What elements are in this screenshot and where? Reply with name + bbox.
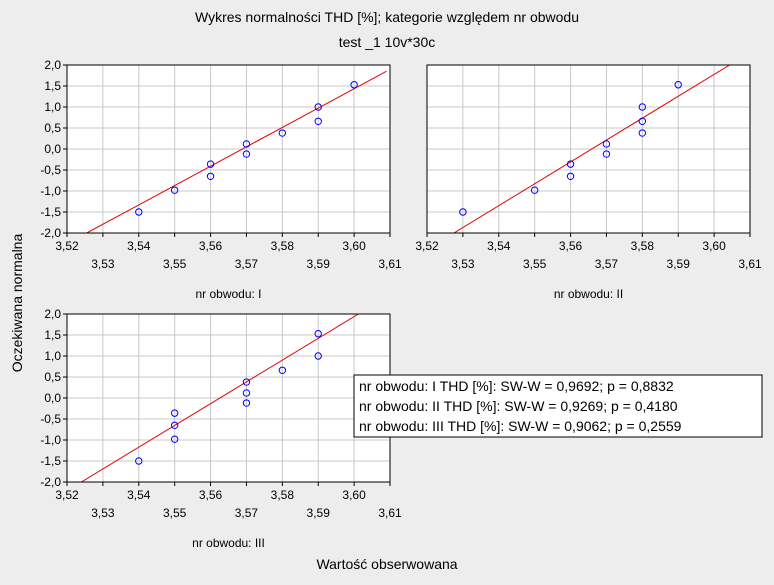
y-tick-label: 2,0: [44, 307, 61, 321]
x-tick-label: 3,52: [415, 239, 439, 253]
x-tick-label: 3,60: [342, 488, 366, 502]
x-tick-label: 3,56: [199, 488, 223, 502]
chart-title-line-2: test _1 10v*30c: [339, 34, 436, 50]
data-point: [206, 172, 215, 181]
data-point: [530, 186, 539, 194]
y-tick-label: 1,0: [44, 100, 61, 114]
y-tick-label: 0,5: [44, 121, 61, 135]
fit-line: [81, 314, 359, 482]
y-tick-label: 0,0: [44, 142, 61, 156]
x-tick-label: 3,55: [163, 506, 187, 520]
x-axis-title: Wartość obserwowana: [316, 556, 457, 572]
x-tick-label: 3,53: [451, 257, 475, 271]
x-tick-label: 3,58: [271, 239, 295, 253]
data-point: [350, 81, 358, 89]
x-tick-label: 3,56: [199, 239, 223, 253]
x-tick-label: 3,55: [163, 257, 187, 271]
x-tick-label: 3,59: [667, 257, 691, 271]
data-point: [135, 457, 143, 465]
y-tick-label: -0,5: [40, 163, 61, 177]
panel-label: nr obwodu: III: [192, 536, 265, 550]
legend-entry-1: nr obwodu: I THD [%]: SW-W = 0,9692; p =…: [359, 378, 674, 394]
panel-label: nr obwodu: I: [195, 287, 261, 301]
plot-frame: [426, 64, 751, 234]
data-point: [566, 160, 575, 168]
data-point: [278, 129, 287, 137]
y-tick-label: -2,0: [40, 226, 61, 240]
x-tick-label: 3,61: [738, 257, 762, 271]
x-tick-label: 3,58: [271, 488, 295, 502]
data-point: [602, 150, 611, 158]
y-tick-label: 0,5: [44, 370, 61, 384]
legend-frame: [353, 374, 763, 438]
data-point: [242, 150, 251, 158]
panel-3: -2,0 -1,5 -1,0 -0,5 0,0 0,5 1,0 1,5 2,0 3,52 3,54 3…: [40, 307, 402, 550]
data-point: [459, 208, 467, 216]
legend-entry-3: nr obwodu: III THD [%]: SW-W = 0,9062; p…: [359, 418, 682, 434]
x-tick-label: 3,59: [307, 257, 331, 271]
x-tick-label: 3,58: [631, 239, 655, 253]
fit-line: [453, 65, 730, 233]
y-tick-label: -1,0: [40, 433, 61, 447]
y-tick-label: 2,0: [44, 58, 61, 72]
data-point: [170, 421, 179, 429]
data-point: [242, 378, 251, 386]
chart-title-line-1: Wykres normalności THD [%]; kategorie wz…: [195, 9, 579, 25]
x-tick-label: 3,54: [127, 488, 151, 502]
panel-label: nr obwodu: II: [554, 287, 623, 301]
y-tick-label: -1,0: [40, 184, 61, 198]
x-tick-label: 3,53: [91, 506, 115, 520]
data-point: [638, 103, 647, 111]
legend-box: nr obwodu: I THD [%]: SW-W = 0,9692; p =…: [353, 374, 763, 438]
y-tick-label: -0,5: [40, 412, 61, 426]
data-point: [170, 409, 179, 417]
data-point: [278, 366, 287, 374]
data-point: [638, 129, 647, 137]
x-tick-label: 3,53: [91, 257, 115, 271]
data-point: [566, 172, 575, 181]
y-tick-label: 0,0: [44, 391, 61, 405]
x-tick-label: 3,57: [235, 257, 259, 271]
x-tick-label: 3,59: [307, 506, 331, 520]
y-tick-label: -2,0: [40, 475, 61, 489]
data-point: [242, 389, 251, 397]
x-tick-label: 3,52: [55, 239, 79, 253]
y-tick-label: 1,0: [44, 349, 61, 363]
y-tick-label: 1,5: [44, 328, 61, 342]
panel-2: 3,52 3,54 3,56 3,58 3,60 3,53 3,55 3,57 3,59 3,61…: [415, 64, 762, 301]
data-point: [206, 160, 215, 168]
data-point: [135, 208, 143, 216]
data-point: [242, 140, 251, 148]
data-point: [314, 352, 322, 360]
y-axis-title: Oczekiwana normalna: [9, 234, 25, 373]
x-tick-label: 3,60: [342, 239, 366, 253]
x-tick-label: 3,52: [55, 488, 79, 502]
panel-1: -2,0 -1,5 -1,0 -0,5 0,0 0,5 1,0 1,5 2,0 3,52 3,54 3…: [40, 58, 402, 301]
fit-line: [86, 70, 387, 233]
data-point: [314, 117, 322, 125]
x-tick-label: 3,54: [127, 239, 151, 253]
data-point: [638, 117, 647, 125]
data-point: [170, 435, 179, 443]
x-tick-label: 3,54: [487, 239, 511, 253]
x-tick-label: 3,60: [702, 239, 726, 253]
x-tick-label: 3,57: [595, 257, 619, 271]
x-tick-label: 3,55: [523, 257, 547, 271]
data-point: [170, 186, 179, 194]
scatter-panels: -2,0-1,5-1,0-0,50,00,51,01,52,03,52 3,54 3…: [40, 58, 762, 550]
x-tick-label: 3,57: [235, 506, 259, 520]
x-tick-label: 3,56: [559, 239, 583, 253]
data-point: [242, 399, 251, 407]
data-point: [602, 140, 611, 148]
data-point: [674, 81, 682, 89]
x-tick-label: 3,61: [378, 257, 402, 271]
data-point: [314, 103, 322, 111]
data-point: [314, 330, 322, 338]
y-tick-label: -1,5: [40, 454, 61, 468]
x-tick-label: 3,61: [378, 506, 402, 520]
y-tick-label: 1,5: [44, 79, 61, 93]
legend-entry-2: nr obwodu: II THD [%]: SW-W = 0,9269; p …: [359, 398, 678, 414]
y-tick-label: -1,5: [40, 205, 61, 219]
